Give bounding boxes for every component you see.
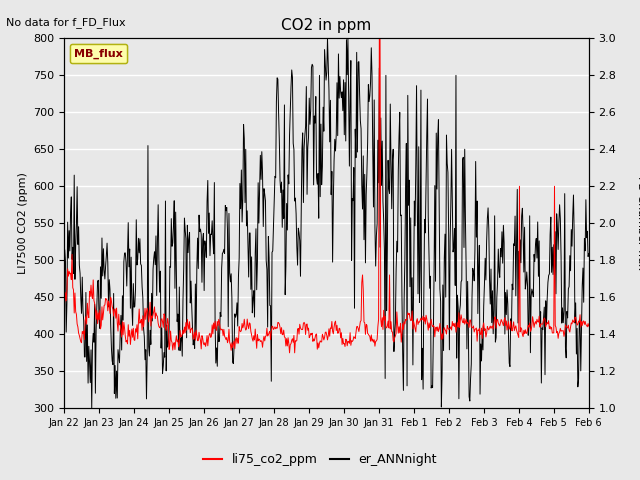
Legend: MB_flux: MB_flux	[70, 44, 127, 63]
Y-axis label: LI7500 CO2 (ppm): LI7500 CO2 (ppm)	[17, 172, 28, 274]
Title: CO2 in ppm: CO2 in ppm	[281, 18, 372, 33]
Text: No data for f_FD_Flux: No data for f_FD_Flux	[6, 17, 126, 28]
Y-axis label: FD Chamber flux: FD Chamber flux	[636, 176, 640, 270]
Legend: li75_co2_ppm, er_ANNnight: li75_co2_ppm, er_ANNnight	[198, 448, 442, 471]
